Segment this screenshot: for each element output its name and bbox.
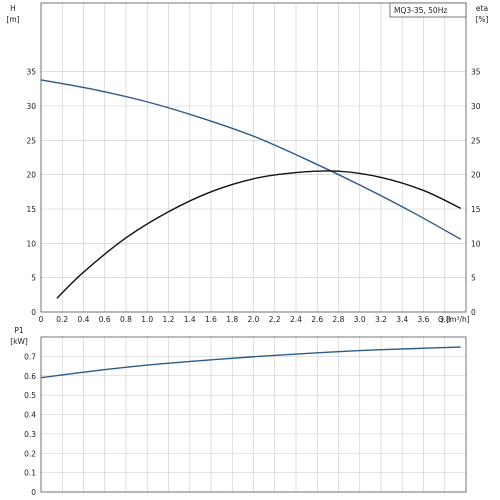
power-tick-label: 0.6 [24, 372, 36, 381]
head-tick-label: 35 [26, 68, 36, 77]
x-tick-label: 0 [39, 315, 44, 324]
x-tick-label: 3.0 [354, 315, 366, 324]
head-curve [40, 79, 462, 240]
power-tick-label: 0.5 [24, 391, 36, 400]
eta-tick-label: 30 [471, 102, 481, 111]
head-tick-label: 10 [26, 239, 36, 248]
power-chart: 0 0.1 0.2 0.3 0.4 0.5 0.6 0.7 P1 [kW] [10, 326, 467, 497]
x-tick-label: 3.4 [396, 315, 408, 324]
x-tick-label: 2.8 [333, 315, 345, 324]
head-tick-label: 20 [26, 171, 36, 180]
power-tick-label: 0.1 [24, 469, 36, 478]
power-tick-label: 0.2 [24, 449, 36, 458]
head-efficiency-chart: 0 0.2 0.4 0.6 0.8 1.0 1.2 1.4 1.6 1.8 2.0 2.2 2.4 2.6… [6, 2, 489, 324]
top-chart-left-tick-labels: 0 5 10 15 20 25 30 35 [26, 68, 36, 317]
power-curve [40, 346, 461, 379]
eta-tick-label: 10 [471, 239, 481, 248]
x-tick-label: 3.8 [439, 315, 451, 324]
eta-tick-label: 25 [471, 136, 481, 145]
x-tick-label: 3.2 [375, 315, 387, 324]
top-chart-frame [40, 2, 467, 313]
legend-text: MQ3-35, 50Hz [394, 6, 447, 15]
x-tick-label: 2.6 [311, 315, 323, 324]
top-chart-right-tick-labels: 0 5 10 15 20 25 30 35 [471, 68, 481, 317]
eta-tick-label: 5 [471, 274, 476, 283]
x-tick-label: 2.4 [290, 315, 302, 324]
power-tick-label: 0.7 [24, 352, 36, 361]
eta-tick-label: 0 [471, 308, 476, 317]
power-tick-label: 0.4 [24, 411, 36, 420]
top-chart-x-tick-labels: 0 0.2 0.4 0.6 0.8 1.0 1.2 1.4 1.6 1.8 2.0 2.2 2.4 2.6… [39, 315, 451, 324]
eta-tick-label: 15 [471, 205, 481, 214]
eta-axis-unit: [%] [476, 15, 489, 24]
eta-axis-label: eta [476, 4, 488, 13]
x-tick-label: 0.6 [99, 315, 111, 324]
head-tick-label: 25 [26, 136, 36, 145]
power-axis-unit: [kW] [10, 337, 28, 346]
head-tick-label: 5 [31, 274, 36, 283]
head-axis-unit: [m] [6, 15, 19, 24]
top-chart-grid [40, 3, 466, 313]
power-tick-label: 0 [31, 488, 36, 497]
flow-axis-label: Q [m³/h] [438, 315, 470, 324]
power-tick-label: 0.3 [24, 430, 36, 439]
efficiency-curve [56, 170, 461, 299]
head-tick-label: 30 [26, 102, 36, 111]
x-tick-label: 2.2 [269, 315, 281, 324]
x-tick-label: 0.8 [120, 315, 132, 324]
top-chart-series [40, 79, 462, 299]
x-tick-label: 0.2 [56, 315, 68, 324]
x-tick-label: 0.4 [78, 315, 90, 324]
x-tick-label: 1.2 [163, 315, 175, 324]
power-chart-tick-labels: 0 0.1 0.2 0.3 0.4 0.5 0.6 0.7 [24, 352, 36, 497]
power-chart-grid [40, 337, 466, 493]
power-chart-frame [40, 336, 467, 493]
x-tick-label: 2.0 [248, 315, 260, 324]
eta-tick-label: 35 [471, 68, 481, 77]
eta-tick-label: 20 [471, 171, 481, 180]
power-chart-series [40, 346, 461, 379]
x-tick-label: 1.0 [141, 315, 153, 324]
head-axis-label: H [10, 4, 16, 13]
x-tick-label: 1.6 [205, 315, 217, 324]
x-tick-label: 1.8 [226, 315, 238, 324]
power-axis-label: P1 [14, 326, 24, 335]
legend-box [389, 2, 467, 18]
head-tick-label: 0 [31, 308, 36, 317]
x-tick-label: 3.6 [418, 315, 430, 324]
x-tick-label: 1.4 [184, 315, 196, 324]
head-tick-label: 15 [26, 205, 36, 214]
